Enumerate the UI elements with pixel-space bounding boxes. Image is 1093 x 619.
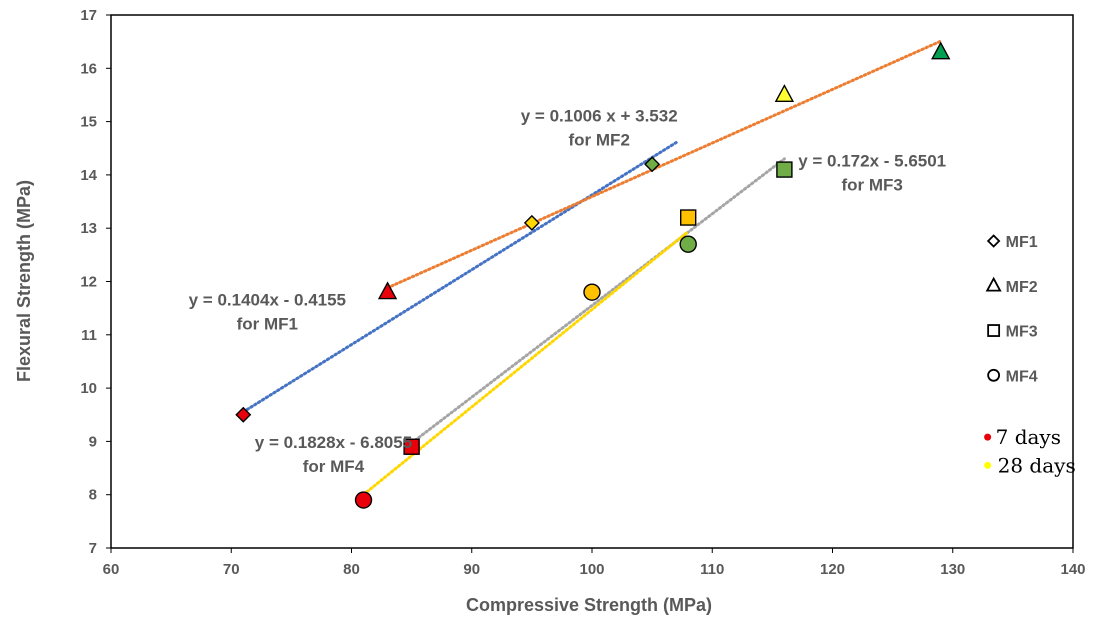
y-tick-label: 14: [80, 167, 97, 184]
trendline-mf2: [386, 39, 943, 290]
y-axis-title: Flexural Strength (MPa): [14, 180, 34, 382]
point-mf1: [523, 214, 540, 231]
y-tick-label: 15: [80, 114, 97, 131]
y-tick-label: 11: [81, 327, 97, 344]
age-legend-dot: [984, 461, 992, 469]
legend-marker-mf2: [985, 276, 1002, 292]
x-tick-label: 120: [820, 561, 845, 578]
trend-equation-mf1: y = 0.1404x - 0.4155: [189, 290, 346, 309]
point-mf4: [354, 491, 373, 509]
trend-equation-mf3: for MF3: [841, 175, 902, 194]
x-tick-label: 60: [103, 561, 120, 578]
x-axis-title: Compressive Strength (MPa): [466, 595, 712, 615]
point-mf1: [644, 156, 661, 173]
x-tick-label: 130: [940, 561, 965, 578]
age-legend-label: 28 days: [998, 453, 1076, 477]
point-mf1: [235, 406, 252, 423]
x-tick-label: 100: [579, 561, 604, 578]
trend-equation-mf4: for MF4: [303, 457, 365, 476]
y-tick-label: 7: [89, 540, 97, 557]
x-tick-label: 140: [1060, 561, 1085, 578]
y-tick-label: 16: [80, 60, 97, 77]
trendline-mf3: [410, 157, 786, 445]
x-tick-label: 70: [223, 561, 240, 578]
trend-equation-mf4: y = 0.1828x - 6.8055: [255, 433, 412, 452]
trend-equation-mf1: for MF1: [237, 314, 298, 333]
point-mf2: [774, 84, 795, 103]
trend-equation-mf2: for MF2: [569, 131, 630, 150]
y-tick-label: 9: [89, 433, 97, 450]
point-mf4: [583, 283, 601, 301]
y-tick-label: 8: [89, 487, 97, 504]
age-legend-dot: [984, 433, 992, 441]
x-tick-label: 110: [700, 561, 724, 578]
legend-label-mf4: MF4: [1006, 368, 1038, 385]
y-tick-label: 17: [80, 7, 97, 24]
x-tick-label: 90: [463, 561, 480, 578]
legend-label-mf3: MF3: [1006, 324, 1038, 341]
legend-marker-mf3: [987, 324, 1001, 337]
point-mf2: [931, 41, 951, 60]
point-mf3: [680, 209, 697, 226]
trend-equation-mf2: y = 0.1006 x + 3.532: [521, 107, 678, 126]
legend-label-mf1: MF1: [1006, 234, 1038, 251]
legend-marker-mf1: [986, 234, 1001, 248]
legend-label-mf2: MF2: [1006, 279, 1038, 296]
y-tick-label: 10: [80, 380, 97, 397]
point-mf3: [776, 161, 793, 178]
x-tick-label: 80: [343, 561, 360, 578]
y-tick-label: 12: [80, 274, 97, 291]
point-mf3: [403, 438, 420, 455]
trendline-mf1: [241, 141, 678, 414]
age-legend-label: 7 days: [996, 425, 1061, 449]
trend-equation-mf3: y = 0.172x - 5.6501: [798, 151, 946, 170]
legend-marker-mf4: [987, 368, 1001, 382]
point-mf2: [377, 281, 398, 300]
point-mf4: [679, 235, 697, 253]
y-tick-label: 13: [80, 220, 97, 237]
